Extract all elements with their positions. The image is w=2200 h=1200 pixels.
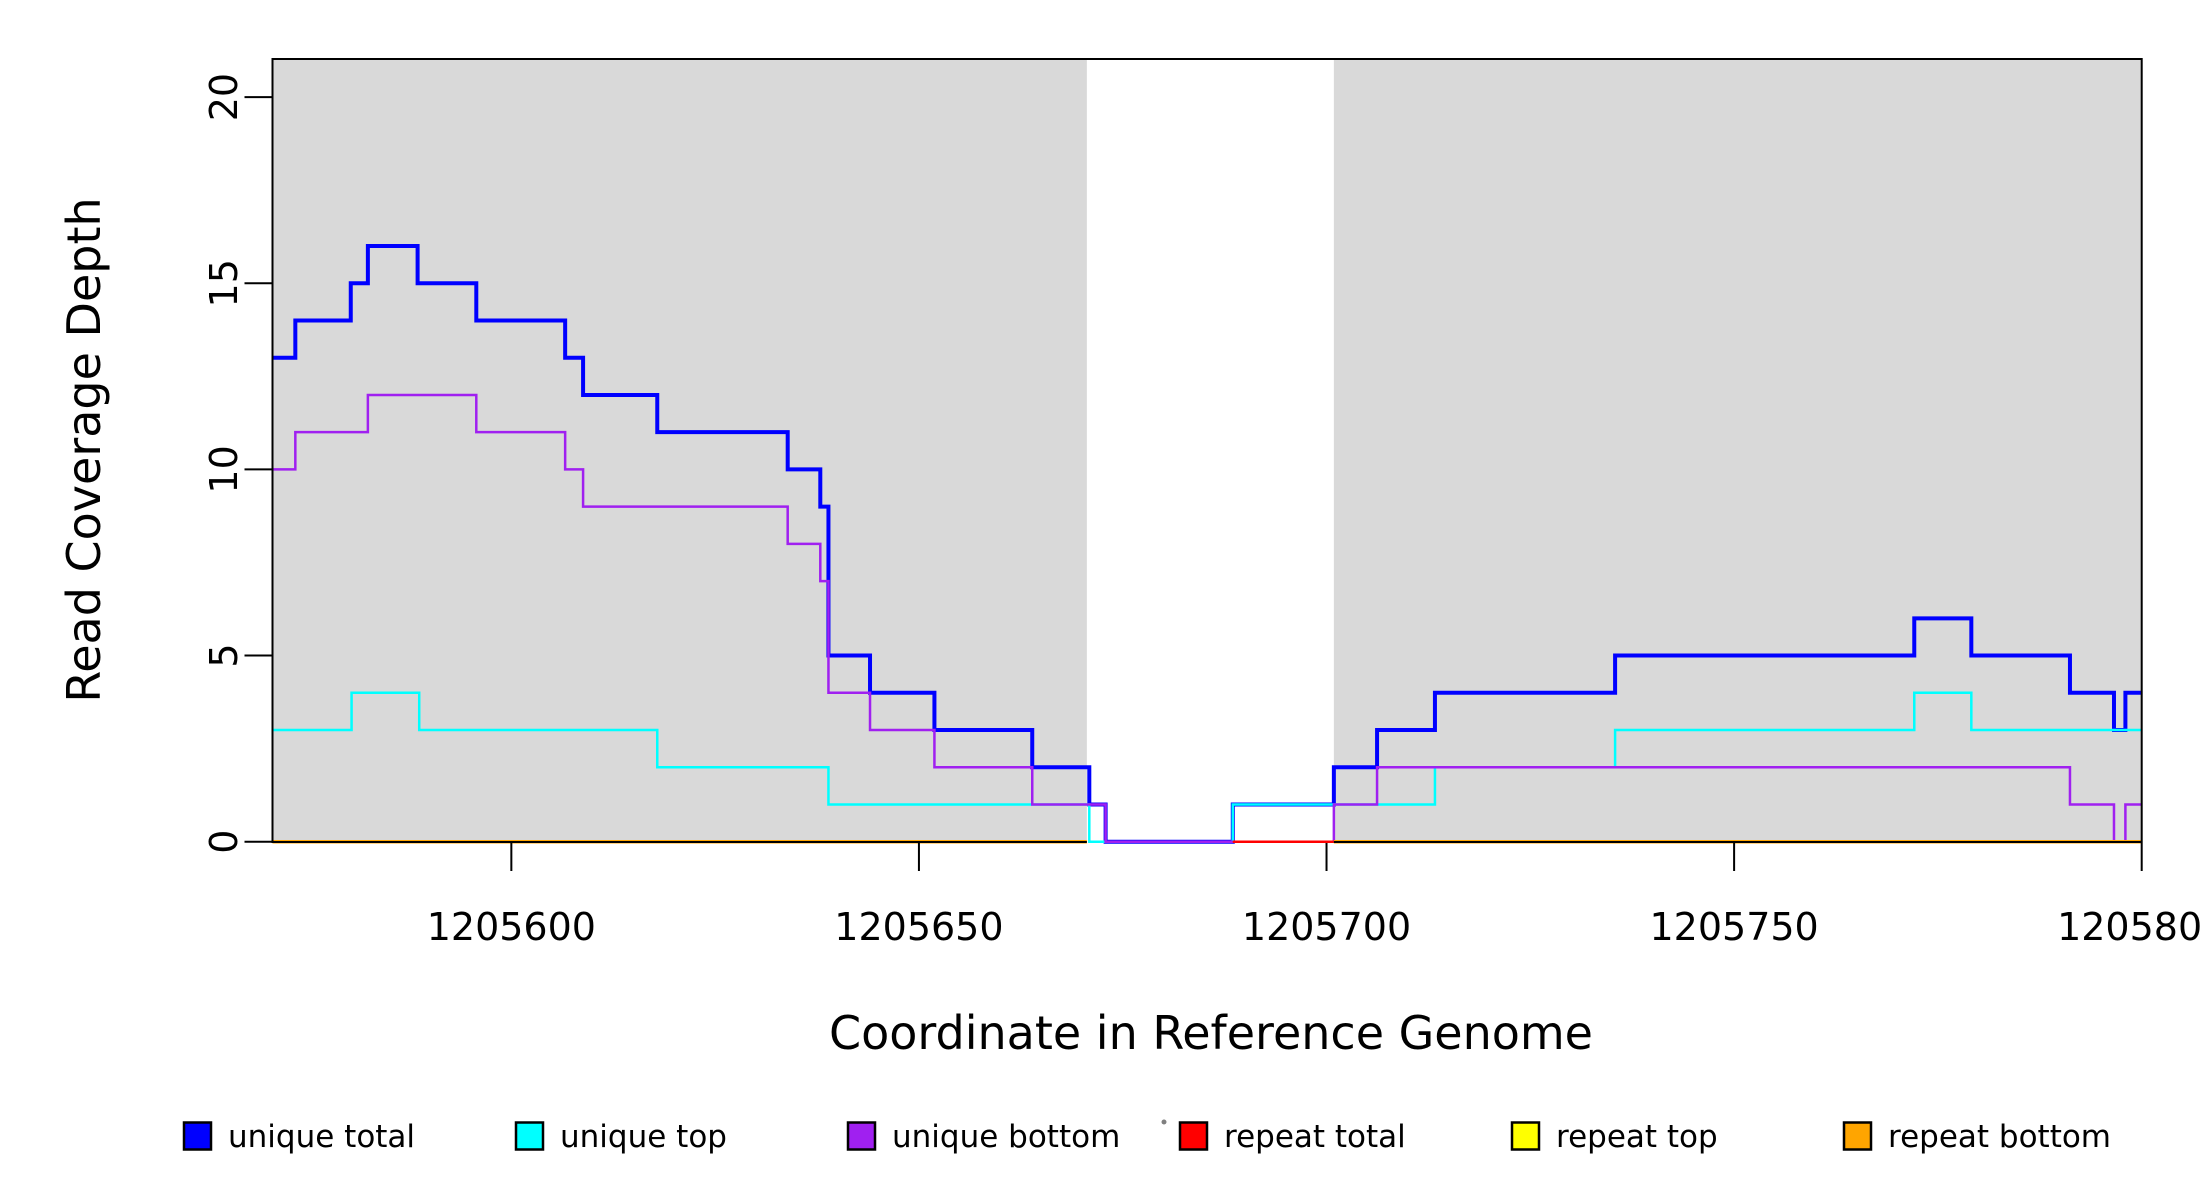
y-axis-title: Read Coverage Depth bbox=[57, 197, 111, 702]
plot-border bbox=[271, 58, 2143, 843]
legend-swatch-repeat-top bbox=[1510, 1121, 1541, 1151]
y-tick-label: 15 bbox=[202, 259, 246, 307]
series-line-unique-total bbox=[272, 244, 2142, 844]
legend-swatch-unique-top bbox=[514, 1121, 545, 1151]
x-axis-title: Coordinate in Reference Genome bbox=[829, 1006, 1593, 1060]
plot-background bbox=[272, 59, 2142, 843]
legend: unique total unique top unique bottom repea… bbox=[182, 1119, 2111, 1155]
legend-label-unique-bottom: unique bottom bbox=[892, 1119, 1120, 1155]
white-gap-region bbox=[1086, 59, 1334, 843]
legend-label-repeat-bottom: repeat bottom bbox=[1888, 1119, 2111, 1155]
x-tick-label: 1205600 bbox=[427, 905, 596, 949]
legend-label-unique-total: unique total bbox=[228, 1119, 415, 1155]
artifact-dot bbox=[1161, 1119, 1167, 1125]
y-tick-label: 10 bbox=[202, 445, 246, 493]
x-tick-label: 1205750 bbox=[1649, 905, 1818, 949]
legend-swatch-repeat-total bbox=[1178, 1121, 1209, 1151]
x-tick-label: 1205650 bbox=[834, 905, 1003, 949]
legend-swatch-repeat-bottom bbox=[1842, 1121, 1873, 1151]
legend-label-repeat-total: repeat total bbox=[1224, 1119, 1406, 1155]
y-tick-label: 5 bbox=[202, 643, 246, 667]
y-tick-label: 0 bbox=[202, 830, 246, 854]
legend-swatch-unique-total bbox=[182, 1121, 213, 1151]
series-line-unique-bottom bbox=[272, 393, 2142, 843]
plot-box bbox=[271, 58, 2143, 843]
legend-label-unique-top: unique top bbox=[560, 1119, 727, 1155]
legend-swatch-unique-bottom bbox=[846, 1121, 877, 1151]
x-tick-label: 1205700 bbox=[1242, 905, 1411, 949]
legend-label-repeat-top: repeat top bbox=[1556, 1119, 1718, 1155]
y-tick-label: 20 bbox=[202, 73, 246, 121]
